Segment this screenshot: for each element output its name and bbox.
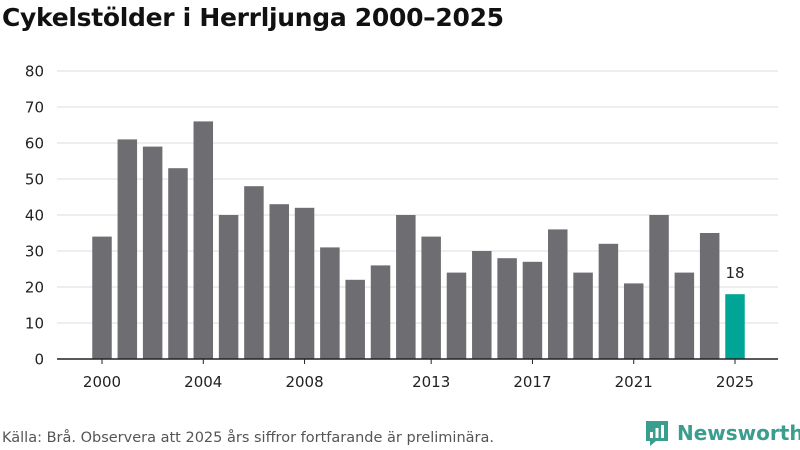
bars bbox=[92, 121, 745, 360]
y-tick-label: 50 bbox=[25, 171, 44, 189]
x-tick-label: 2025 bbox=[716, 373, 754, 391]
bar-2013 bbox=[421, 236, 441, 359]
bar-2022 bbox=[649, 215, 669, 359]
bar-2014 bbox=[446, 272, 467, 359]
bar-2015 bbox=[472, 251, 492, 359]
x-tick-label: 2013 bbox=[412, 373, 450, 391]
bar-2003 bbox=[168, 168, 188, 359]
bar-2010 bbox=[345, 279, 365, 359]
newsworthy-logo-icon bbox=[646, 421, 668, 446]
bar-2024 bbox=[699, 233, 720, 359]
bar-2017 bbox=[522, 261, 543, 359]
y-tick-label: 10 bbox=[25, 315, 44, 333]
bar-2025 bbox=[725, 294, 745, 359]
bar-2018 bbox=[548, 229, 568, 359]
source-note: Källa: Brå. Observera att 2025 års siffr… bbox=[2, 430, 494, 446]
y-tick-label: 80 bbox=[25, 63, 44, 81]
y-axis-ticks: 0 10 20 30 40 50 60 70 80 bbox=[25, 63, 44, 369]
bar-2020 bbox=[598, 243, 619, 359]
bar-2019 bbox=[573, 272, 593, 359]
brand-name: Newsworthy bbox=[677, 421, 800, 445]
gridlines bbox=[57, 70, 778, 324]
y-tick-label: 20 bbox=[25, 279, 44, 297]
bar-2002 bbox=[142, 146, 163, 359]
bar-2001 bbox=[117, 139, 138, 359]
bar-2011 bbox=[370, 265, 391, 359]
x-tick-label: 2021 bbox=[615, 373, 653, 391]
bar-2023 bbox=[674, 272, 695, 359]
x-tick-label: 2017 bbox=[513, 373, 551, 391]
brand-logo[interactable]: Newsworthy bbox=[644, 419, 800, 447]
bar-2016 bbox=[497, 258, 517, 359]
bar-2007 bbox=[269, 204, 289, 359]
chart-title: Cykelstölder i Herrljunga 2000–2025 bbox=[2, 3, 504, 32]
bar-2021 bbox=[623, 283, 644, 359]
x-tick-label: 2000 bbox=[83, 373, 121, 391]
bar-2004 bbox=[193, 121, 214, 360]
bar-2008 bbox=[294, 207, 315, 359]
bar-2000 bbox=[92, 236, 112, 359]
y-tick-label: 30 bbox=[25, 243, 44, 261]
data-labels: 18 bbox=[725, 264, 744, 282]
y-tick-label: 70 bbox=[25, 99, 44, 117]
bar-2012 bbox=[396, 215, 416, 359]
bar-2009 bbox=[320, 247, 340, 359]
x-axis-ticks: 2000 2004 2008 2013 2017 2021 2025 bbox=[83, 359, 754, 391]
x-tick-label: 2004 bbox=[184, 373, 222, 391]
x-tick-label: 2008 bbox=[285, 373, 323, 391]
y-tick-label: 40 bbox=[25, 207, 44, 225]
bar-2006 bbox=[244, 186, 264, 359]
bar-2005 bbox=[218, 215, 239, 359]
data-label-2025: 18 bbox=[725, 264, 744, 282]
y-tick-label: 60 bbox=[25, 135, 44, 153]
y-tick-label: 0 bbox=[34, 351, 44, 369]
